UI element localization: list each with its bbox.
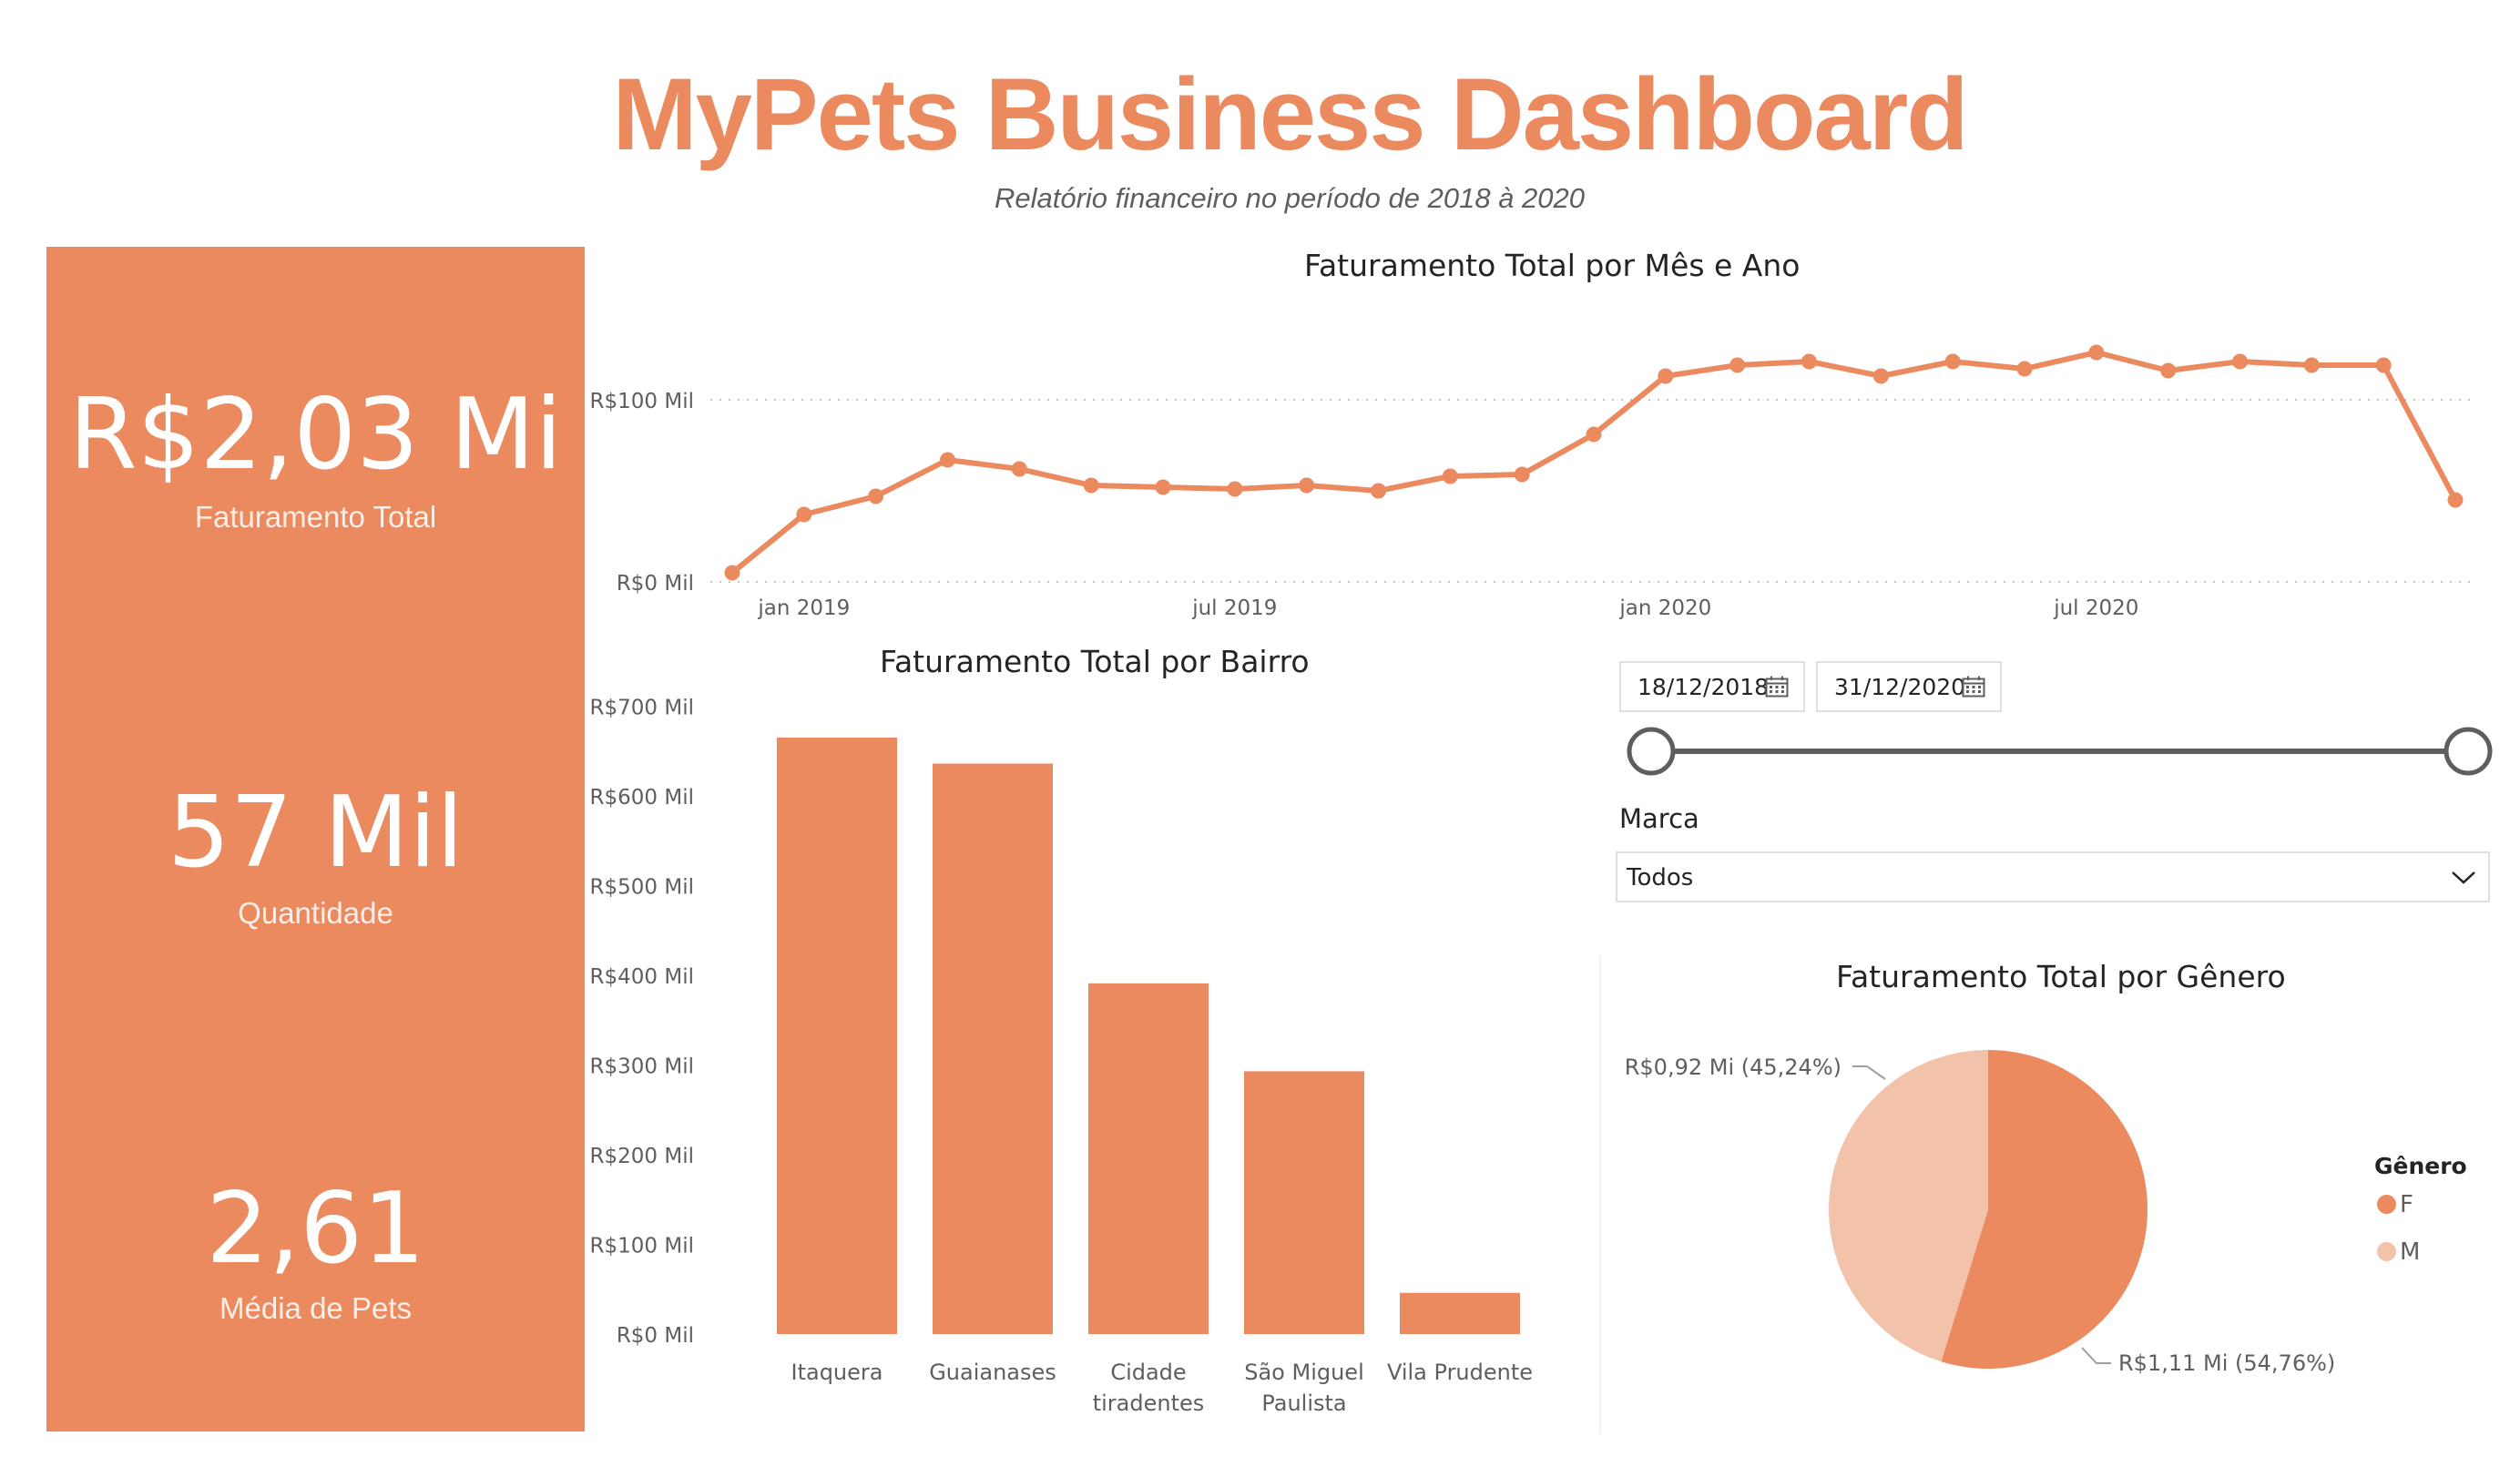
line-point[interactable]: [1801, 353, 1817, 370]
legend-label-m: M: [2400, 1238, 2421, 1266]
pie-leader-line-f: [2081, 1347, 2111, 1364]
line-y-tick-label: R$100 Mil: [590, 390, 694, 413]
line-point[interactable]: [868, 488, 884, 504]
kpi-avg-pets-value: 2,61: [206, 1172, 425, 1286]
line-point[interactable]: [2016, 361, 2033, 377]
kpi-quantity-label: Quantidade: [238, 896, 393, 930]
line-point[interactable]: [1442, 468, 1458, 484]
bar[interactable]: [1244, 1071, 1364, 1334]
bar-y-tick-label: R$0 Mil: [617, 1324, 694, 1348]
line-x-tick-label: jul 2020: [2053, 596, 2138, 620]
line-point[interactable]: [1227, 481, 1243, 497]
line-chart: R$0 Mil R$100 Mil jan 2019 jul 2019 jan 2020…: [590, 344, 2477, 620]
legend-item-f[interactable]: F: [2377, 1191, 2413, 1218]
bar-category-label: Cidade: [1110, 1360, 1186, 1385]
line-point[interactable]: [1299, 477, 1315, 494]
pie-chart-title: Faturamento Total por Gênero: [1836, 959, 2286, 994]
line-point[interactable]: [1872, 368, 1889, 384]
line-point[interactable]: [2447, 492, 2464, 508]
kpi-quantity-value: 57 Mil: [168, 776, 464, 890]
line-point[interactable]: [2303, 357, 2320, 373]
kpi-total-revenue-value: R$2,03 Mi: [68, 378, 563, 492]
kpi-avg-pets-label: Média de Pets: [219, 1291, 412, 1325]
bar-chart: R$0 Mil R$100 Mil R$200 Mil R$300 Mil R$400 …: [590, 697, 1533, 1417]
line-point[interactable]: [1729, 357, 1746, 373]
line-chart-title: Faturamento Total por Mês e Ano: [1304, 248, 1801, 283]
line-point[interactable]: [2088, 344, 2105, 361]
kpi-total-revenue-label: Faturamento Total: [194, 500, 437, 534]
date-range-slider[interactable]: [1612, 719, 2505, 783]
start-date-text: 18/12/2018: [1637, 674, 1770, 700]
line-point[interactable]: [2232, 353, 2248, 370]
calendar-icon[interactable]: [1962, 676, 1985, 698]
kpi-panel: R$2,03 Mi Faturamento Total 57 Mil Quant…: [46, 247, 585, 1432]
pie-data-label-m: R$0,92 Mi (45,24%): [1625, 1055, 1842, 1080]
bar-y-tick-label: R$500 Mil: [590, 876, 694, 900]
legend-title: Gênero: [2374, 1153, 2467, 1179]
bar-category-label: tiradentes: [1093, 1391, 1205, 1416]
bar[interactable]: [777, 737, 897, 1334]
line-y-tick-label: R$0 Mil: [617, 572, 694, 596]
line-point[interactable]: [1658, 368, 1674, 384]
line-x-tick-label: jan 2020: [1618, 596, 1711, 620]
slider-end-handle[interactable]: [2443, 727, 2493, 776]
start-date-input[interactable]: 18/12/2018: [1619, 661, 1805, 712]
line-point[interactable]: [2375, 357, 2392, 373]
bar-y-tick-label: R$700 Mil: [590, 697, 694, 720]
bar[interactable]: [933, 763, 1053, 1334]
slider-start-handle[interactable]: [1627, 727, 1676, 776]
end-date-text: 31/12/2020: [1834, 674, 1966, 700]
calendar-icon[interactable]: [1765, 676, 1789, 698]
line-point[interactable]: [1371, 483, 1386, 499]
line-point[interactable]: [796, 506, 812, 523]
bar-category-label: Guaianases: [929, 1360, 1056, 1385]
pie-slice-f[interactable]: [1941, 1050, 2148, 1369]
line-point[interactable]: [1944, 353, 1961, 370]
bar[interactable]: [1088, 983, 1209, 1334]
pie-leader-line-m: [1852, 1065, 1886, 1080]
line-x-tick-label: jan 2019: [757, 596, 850, 620]
bar-category-label: Vila Prudente: [1387, 1360, 1533, 1385]
brand-dropdown[interactable]: Todos: [1616, 851, 2490, 902]
brand-dropdown-value: Todos: [1627, 864, 1694, 892]
line-point[interactable]: [1514, 466, 1530, 483]
bar[interactable]: [1400, 1292, 1520, 1334]
bar-category-label: São Miguel: [1244, 1360, 1364, 1385]
line-point[interactable]: [1011, 461, 1027, 477]
bar-y-tick-label: R$100 Mil: [590, 1235, 694, 1258]
line-point[interactable]: [1083, 477, 1099, 494]
bar-category-label: Paulista: [1261, 1391, 1346, 1416]
line-x-tick-label: jul 2019: [1191, 596, 1277, 620]
page-subtitle: Relatório financeiro no período de 2018 …: [994, 182, 1586, 214]
legend-item-m[interactable]: M: [2377, 1238, 2420, 1266]
line-point[interactable]: [1586, 426, 1602, 443]
line-point[interactable]: [1155, 479, 1171, 495]
bar-y-tick-label: R$300 Mil: [590, 1055, 694, 1079]
pie-data-label-f: R$1,11 Mi (54,76%): [2118, 1350, 2335, 1376]
bar-chart-title: Faturamento Total por Bairro: [880, 644, 1310, 679]
bar-y-tick-label: R$400 Mil: [590, 965, 694, 989]
bar-category-label: Itaquera: [791, 1360, 883, 1385]
bar-y-tick-label: R$200 Mil: [590, 1145, 694, 1168]
page-title: MyPets Business Dashboard: [612, 57, 1968, 171]
pie-slice-m[interactable]: [1828, 1050, 1988, 1362]
line-point[interactable]: [724, 565, 740, 581]
line-point[interactable]: [940, 452, 955, 468]
line-point[interactable]: [2160, 362, 2177, 379]
legend-label-f: F: [2400, 1191, 2413, 1218]
divider: [1599, 956, 1601, 1434]
chevron-down-icon[interactable]: [2450, 866, 2477, 888]
end-date-input[interactable]: 31/12/2020: [1816, 661, 2002, 712]
bar-y-tick-label: R$600 Mil: [590, 786, 694, 810]
legend-dot-f: [2377, 1195, 2396, 1214]
legend-dot-m: [2377, 1242, 2396, 1261]
brand-filter-label: Marca: [1619, 803, 1699, 834]
